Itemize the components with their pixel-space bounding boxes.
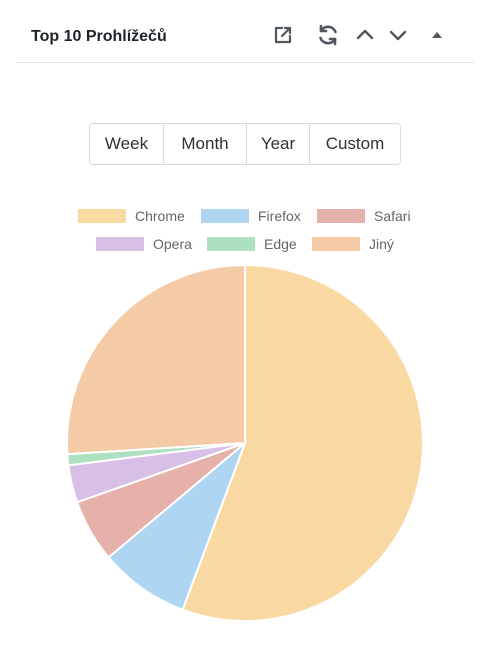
- legend-item-safari[interactable]: Safari: [317, 208, 411, 224]
- legend-swatch-safari: [317, 209, 365, 223]
- triangle-up-icon[interactable]: [422, 20, 452, 50]
- legend-label-safari: Safari: [374, 208, 411, 224]
- chevron-up-icon[interactable]: [350, 20, 380, 50]
- legend-swatch-chrome: [78, 209, 126, 223]
- range-button-year[interactable]: Year: [247, 124, 310, 164]
- range-button-month[interactable]: Month: [164, 124, 247, 164]
- chevron-down-icon[interactable]: [383, 20, 413, 50]
- legend-swatch-firefox: [201, 209, 249, 223]
- range-button-week[interactable]: Week: [90, 124, 164, 164]
- legend-label-edge: Edge: [264, 236, 297, 252]
- legend-item-chrome[interactable]: Chrome: [78, 208, 185, 224]
- legend-label-opera: Opera: [153, 236, 192, 252]
- legend-swatch-jiny: [312, 237, 360, 251]
- pie-slice-chrome[interactable]: [181, 263, 424, 622]
- widget-title: Top 10 Prohlížečů: [31, 28, 167, 45]
- legend-swatch-edge: [207, 237, 255, 251]
- legend-label-firefox: Firefox: [258, 208, 301, 224]
- legend-label-chrome: Chrome: [135, 208, 185, 224]
- pie-slice-jiny[interactable]: [65, 263, 246, 456]
- date-range-selector: Week Month Year Custom: [89, 123, 401, 165]
- external-link-icon[interactable]: [268, 20, 298, 50]
- range-button-custom[interactable]: Custom: [310, 124, 400, 164]
- legend-item-edge[interactable]: Edge: [207, 236, 297, 252]
- legend-swatch-opera: [96, 237, 144, 251]
- legend-item-jiny[interactable]: Jiný: [312, 236, 394, 252]
- refresh-icon[interactable]: [313, 20, 343, 50]
- chart-legend: Chrome Firefox Safari Opera Edge Jiný: [0, 0, 488, 270]
- widget-header: Top 10 Prohlížečů: [16, 0, 474, 63]
- legend-label-jiny: Jiný: [369, 236, 394, 252]
- pie-slice-firefox[interactable]: [107, 439, 248, 611]
- legend-item-firefox[interactable]: Firefox: [201, 208, 301, 224]
- legend-item-opera[interactable]: Opera: [96, 236, 192, 252]
